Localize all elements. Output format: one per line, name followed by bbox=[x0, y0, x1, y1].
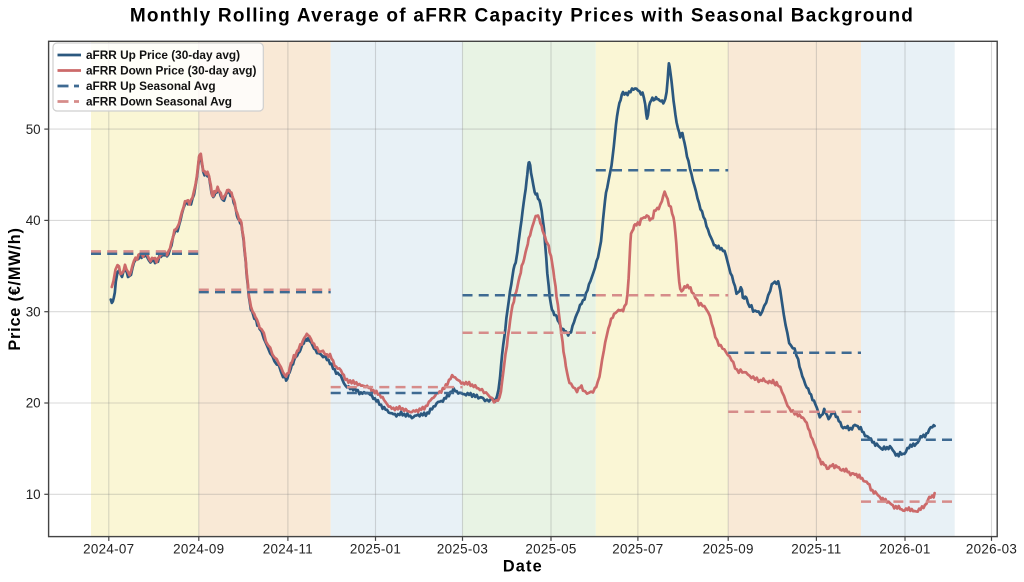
svg-text:20: 20 bbox=[26, 396, 41, 411]
svg-text:Monthly Rolling Average of aFR: Monthly Rolling Average of aFRR Capacity… bbox=[130, 6, 914, 27]
svg-text:2025-05: 2025-05 bbox=[525, 542, 576, 557]
svg-text:aFRR Down Price (30-day avg): aFRR Down Price (30-day avg) bbox=[86, 64, 257, 78]
svg-text:aFRR Up Seasonal Avg: aFRR Up Seasonal Avg bbox=[86, 79, 216, 93]
svg-text:2025-03: 2025-03 bbox=[437, 542, 488, 557]
svg-text:2024-07: 2024-07 bbox=[83, 542, 134, 557]
svg-text:aFRR Down Seasonal Avg: aFRR Down Seasonal Avg bbox=[86, 95, 232, 109]
svg-text:Price (€/MW/h): Price (€/MW/h) bbox=[6, 227, 24, 350]
svg-text:2025-11: 2025-11 bbox=[791, 542, 841, 557]
svg-text:2024-09: 2024-09 bbox=[173, 542, 224, 557]
svg-text:2025-09: 2025-09 bbox=[703, 542, 754, 557]
svg-text:2026-01: 2026-01 bbox=[879, 542, 930, 557]
svg-text:40: 40 bbox=[26, 213, 41, 228]
svg-text:50: 50 bbox=[26, 122, 41, 137]
svg-text:10: 10 bbox=[26, 487, 41, 502]
svg-text:30: 30 bbox=[26, 304, 41, 319]
svg-text:2026-03: 2026-03 bbox=[966, 542, 1017, 557]
svg-text:aFRR Up Price (30-day avg): aFRR Up Price (30-day avg) bbox=[86, 48, 240, 62]
svg-text:2025-07: 2025-07 bbox=[612, 542, 663, 557]
svg-text:2025-01: 2025-01 bbox=[350, 542, 401, 557]
svg-text:2024-11: 2024-11 bbox=[263, 542, 313, 557]
svg-text:Date: Date bbox=[503, 558, 543, 576]
